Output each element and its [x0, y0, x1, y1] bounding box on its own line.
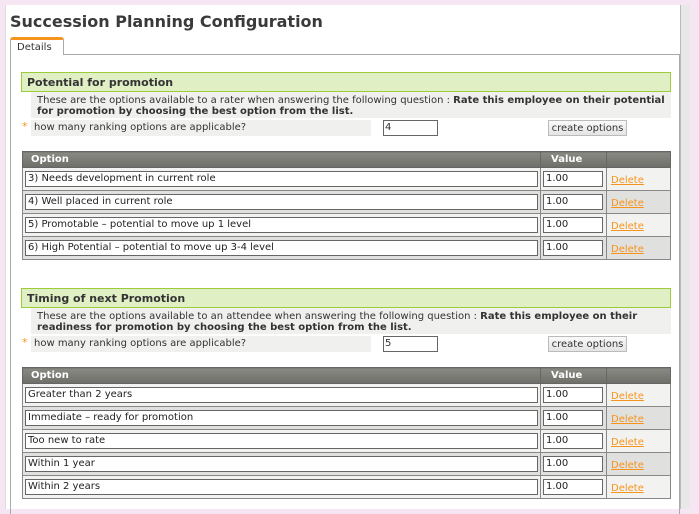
- delete-link[interactable]: Delete: [611, 174, 644, 186]
- table-row: Too new to rate 1.00 Delete: [22, 429, 671, 453]
- value-input[interactable]: 1.00: [543, 171, 603, 187]
- ranking-count-row: * how many ranking options are applicabl…: [21, 120, 671, 138]
- column-header-actions: [606, 151, 671, 168]
- delete-link[interactable]: Delete: [611, 482, 644, 494]
- option-input[interactable]: Too new to rate: [25, 433, 538, 449]
- delete-link[interactable]: Delete: [611, 459, 644, 471]
- ranking-count-input[interactable]: 4: [383, 120, 438, 136]
- option-input[interactable]: Within 2 years: [25, 479, 538, 495]
- value-input[interactable]: 1.00: [543, 194, 603, 210]
- value-input[interactable]: 1.00: [543, 240, 603, 256]
- option-input[interactable]: Immediate – ready for promotion: [25, 410, 538, 426]
- section-header: Timing of next Promotion: [21, 288, 671, 308]
- option-input[interactable]: 3) Needs development in current role: [25, 171, 538, 187]
- section-description: These are the options available to an at…: [31, 308, 671, 334]
- option-input[interactable]: 6) High Potential – potential to move up…: [25, 240, 538, 256]
- value-input[interactable]: 1.00: [543, 433, 603, 449]
- description-text: These are the options available to an at…: [37, 311, 481, 322]
- ranking-count-row: * how many ranking options are applicabl…: [21, 336, 671, 354]
- option-input[interactable]: Greater than 2 years: [25, 387, 538, 403]
- table-row: 3) Needs development in current role 1.0…: [22, 167, 671, 191]
- value-input[interactable]: 1.00: [543, 456, 603, 472]
- question-text: Rate this employee on their readiness fo…: [37, 311, 638, 333]
- delete-link[interactable]: Delete: [611, 413, 644, 425]
- column-header-value: Value: [540, 367, 607, 384]
- create-options-button[interactable]: create options: [548, 336, 627, 352]
- section-potential-for-promotion: Potential for promotion These are the op…: [21, 72, 671, 260]
- delete-link[interactable]: Delete: [611, 197, 644, 209]
- section-header: Potential for promotion: [21, 72, 671, 92]
- section-description: These are the options available to a rat…: [31, 92, 671, 118]
- value-input[interactable]: 1.00: [543, 479, 603, 495]
- column-header-actions: [606, 367, 671, 384]
- details-panel: Potential for promotion These are the op…: [10, 54, 680, 514]
- section-timing-of-next-promotion: Timing of next Promotion These are the o…: [21, 288, 671, 499]
- table-row: 6) High Potential – potential to move up…: [22, 236, 671, 260]
- table-row: Immediate – ready for promotion 1.00 Del…: [22, 406, 671, 430]
- delete-link[interactable]: Delete: [611, 390, 644, 402]
- ranking-count-label: how many ranking options are applicable?: [31, 336, 371, 352]
- required-asterisk: *: [22, 120, 28, 133]
- options-table: Option Value Greater than 2 years 1.00 De…: [22, 367, 671, 499]
- column-header-value: Value: [540, 151, 607, 168]
- table-row: Within 1 year 1.00 Delete: [22, 452, 671, 476]
- delete-link[interactable]: Delete: [611, 243, 644, 255]
- column-header-option: Option: [22, 151, 541, 168]
- description-text: These are the options available to a rat…: [37, 95, 454, 106]
- column-header-option: Option: [22, 367, 541, 384]
- create-options-button[interactable]: create options: [548, 120, 627, 136]
- options-table: Option Value 3) Needs development in curr…: [22, 151, 671, 260]
- table-row: Greater than 2 years 1.00 Delete: [22, 383, 671, 407]
- required-asterisk: *: [22, 336, 28, 349]
- value-input[interactable]: 1.00: [543, 217, 603, 233]
- tab-details[interactable]: Details: [10, 37, 64, 55]
- option-input[interactable]: Within 1 year: [25, 456, 538, 472]
- table-row: 4) Well placed in current role 1.00 Dele…: [22, 190, 671, 214]
- value-input[interactable]: 1.00: [543, 410, 603, 426]
- value-input[interactable]: 1.00: [543, 387, 603, 403]
- page-title: Succession Planning Configuration: [10, 12, 323, 31]
- ranking-count-input[interactable]: 5: [383, 336, 438, 352]
- scrollbar[interactable]: [680, 5, 690, 509]
- option-input[interactable]: 5) Promotable – potential to move up 1 l…: [25, 217, 538, 233]
- delete-link[interactable]: Delete: [611, 220, 644, 232]
- table-row: 5) Promotable – potential to move up 1 l…: [22, 213, 671, 237]
- table-row: Within 2 years 1.00 Delete: [22, 475, 671, 499]
- option-input[interactable]: 4) Well placed in current role: [25, 194, 538, 210]
- delete-link[interactable]: Delete: [611, 436, 644, 448]
- question-text: Rate this employee on their potential fo…: [37, 95, 665, 117]
- ranking-count-label: how many ranking options are applicable?: [31, 120, 371, 136]
